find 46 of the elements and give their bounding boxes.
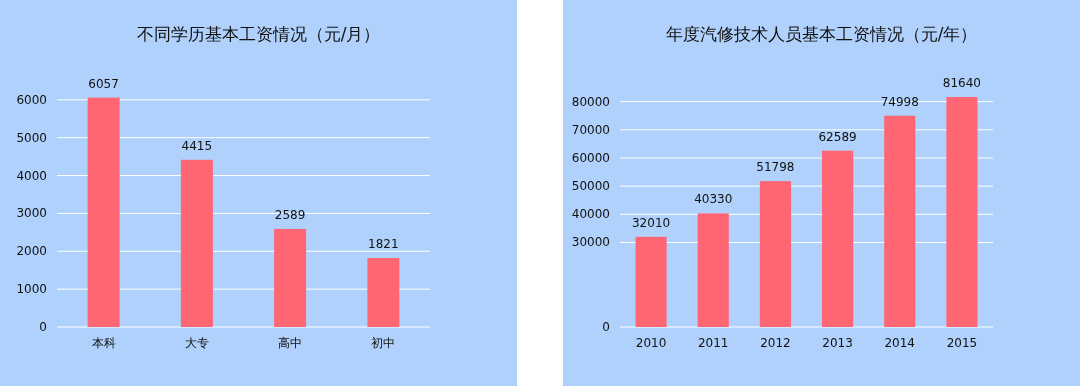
bar [367, 258, 400, 327]
bar [884, 115, 916, 327]
bar [635, 236, 667, 327]
x-tick-label: 2010 [635, 336, 667, 350]
chart-title: 不同学历基本工资情况（元/月） [136, 24, 381, 44]
y-tick-label: 1000 [16, 282, 47, 297]
x-tick-label: 本科 [91, 336, 116, 350]
bar [274, 228, 307, 327]
x-tick-label: 2015 [946, 336, 978, 350]
bar [180, 159, 213, 327]
data-label: 74998 [880, 94, 919, 109]
y-tick-label: 4000 [16, 168, 47, 183]
data-label: 6057 [88, 76, 119, 91]
y-tick-label: 50000 [571, 179, 610, 194]
data-label: 4415 [181, 138, 213, 153]
data-label: 51798 [756, 160, 795, 175]
bar [946, 97, 978, 327]
data-label: 32010 [631, 215, 671, 230]
x-tick-label: 2014 [884, 336, 916, 350]
y-tick-label: 70000 [571, 122, 610, 137]
y-tick-label: 40000 [571, 207, 610, 222]
data-label: 62589 [818, 129, 857, 144]
bar [697, 213, 729, 327]
bar [759, 181, 791, 327]
x-tick-label: 2012 [760, 336, 791, 350]
x-tick-label: 2011 [697, 336, 729, 350]
data-label: 81640 [942, 76, 982, 91]
y-tick-label: 30000 [571, 235, 610, 250]
bar [87, 97, 120, 327]
x-tick-label: 高中 [278, 336, 303, 350]
y-tick-label: 80000 [571, 94, 610, 109]
y-tick-label: 0 [39, 320, 47, 334]
y-tick-label: 60000 [571, 150, 610, 165]
data-label: 2589 [274, 207, 306, 222]
y-tick-label: 0 [602, 320, 610, 334]
data-label: 40330 [694, 192, 733, 207]
data-label: 1821 [368, 237, 399, 252]
bar [822, 150, 854, 327]
y-tick-label: 3000 [16, 206, 47, 221]
x-tick-label: 初中 [371, 336, 396, 350]
chart-title: 年度汽修技术人员基本工资情况（元/年） [665, 24, 978, 44]
x-tick-label: 2013 [822, 336, 853, 350]
y-tick-label: 5000 [16, 130, 47, 145]
x-tick-label: 大专 [184, 336, 209, 350]
y-tick-label: 6000 [16, 92, 47, 107]
y-tick-label: 2000 [16, 244, 47, 259]
